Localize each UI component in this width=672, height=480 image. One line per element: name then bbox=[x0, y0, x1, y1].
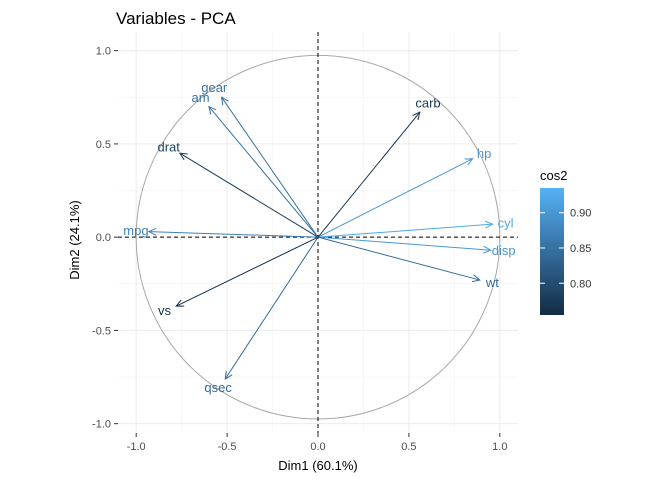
y-tick-label: -1.0 bbox=[92, 419, 111, 431]
arrowhead-gear bbox=[220, 96, 229, 106]
arrow-gear bbox=[221, 96, 319, 238]
label-wt: wt bbox=[485, 275, 499, 290]
x-tick-label: 0.0 bbox=[310, 441, 325, 453]
arrowhead-mpg bbox=[147, 227, 157, 236]
cos2-legend: cos2 0.80 0.85 0.90 bbox=[540, 168, 591, 315]
arrowhead-vs bbox=[175, 299, 185, 307]
y-tick-label: 0.5 bbox=[96, 139, 111, 151]
y-tick-label: -0.5 bbox=[92, 325, 111, 337]
arrow-carb bbox=[317, 111, 421, 238]
x-axis-title: Dim1 (60.1%) bbox=[278, 458, 357, 473]
arrowhead-wt bbox=[471, 274, 481, 283]
legend-colorbar bbox=[540, 188, 564, 315]
arrowhead-drat bbox=[178, 152, 188, 161]
x-tick-label: 0.5 bbox=[401, 441, 416, 453]
arrowhead-qsec bbox=[224, 370, 233, 380]
x-axis-ticks: -1.0 -0.5 0.0 0.5 1.0 bbox=[127, 433, 507, 453]
y-axis-title: Dim2 (24.1%) bbox=[67, 200, 82, 279]
label-gear: gear bbox=[201, 80, 228, 95]
x-tick-label: 1.0 bbox=[492, 441, 507, 453]
arrowhead-carb bbox=[412, 111, 421, 121]
label-cyl: cyl bbox=[498, 215, 514, 230]
arrow-wt bbox=[317, 236, 480, 281]
arrow-disp bbox=[317, 236, 491, 251]
arrow-vs bbox=[175, 236, 319, 307]
arrow-mpg bbox=[148, 231, 319, 238]
arrowhead-am bbox=[208, 105, 217, 115]
arrow-am bbox=[208, 106, 319, 238]
label-qsec: qsec bbox=[204, 380, 232, 395]
arrow-hp bbox=[317, 158, 473, 238]
variable-arrows bbox=[147, 96, 494, 380]
arrowhead-disp bbox=[483, 245, 492, 254]
y-axis-ticks: -1.0 -0.5 0.0 0.5 1.0 bbox=[92, 46, 118, 431]
label-carb: carb bbox=[415, 96, 440, 111]
label-hp: hp bbox=[477, 146, 491, 161]
arrowhead-cyl bbox=[484, 220, 494, 229]
label-mpg: mpg bbox=[123, 223, 148, 238]
chart-title: Variables - PCA bbox=[116, 9, 236, 28]
legend-ticks: 0.80 0.85 0.90 bbox=[540, 208, 591, 290]
label-drat: drat bbox=[158, 140, 181, 155]
legend-tick-label: 0.80 bbox=[570, 278, 591, 290]
arrow-qsec bbox=[224, 236, 319, 380]
arrow-cyl bbox=[317, 223, 493, 238]
label-vs: vs bbox=[158, 303, 172, 318]
legend-tick-label: 0.90 bbox=[570, 208, 591, 220]
label-am: am bbox=[192, 90, 210, 105]
arrowhead-hp bbox=[464, 158, 474, 166]
legend-title: cos2 bbox=[540, 168, 567, 183]
arrow-drat bbox=[179, 152, 319, 238]
label-disp: disp bbox=[492, 243, 516, 258]
x-tick-label: -0.5 bbox=[218, 441, 237, 453]
y-tick-label: 1.0 bbox=[96, 46, 111, 58]
legend-tick-label: 0.85 bbox=[570, 243, 591, 255]
y-tick-label: 0.0 bbox=[96, 232, 111, 244]
x-tick-label: -1.0 bbox=[127, 441, 146, 453]
